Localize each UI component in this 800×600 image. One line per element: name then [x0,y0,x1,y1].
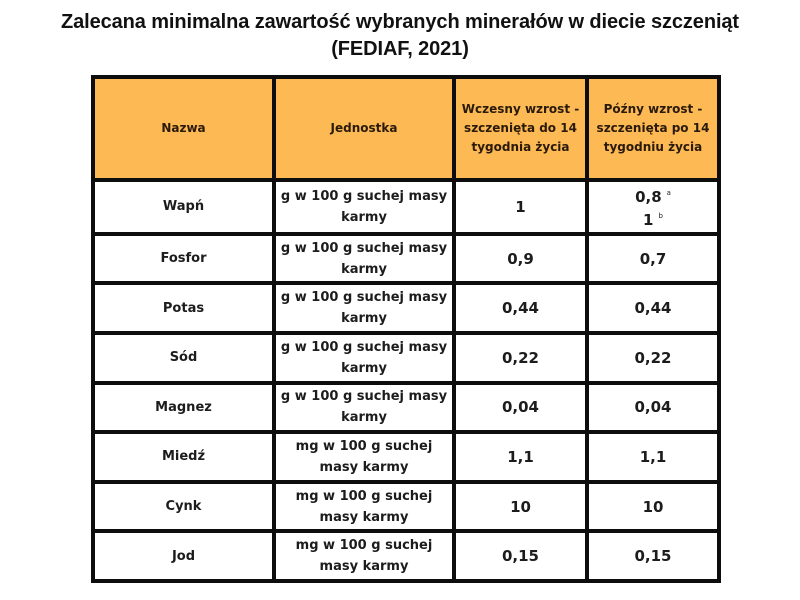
mineral-unit: g w 100 g suchej masy karmy [272,178,456,236]
mineral-name: Fosfor [91,231,276,286]
late-value: 0,15 [585,529,721,583]
table-row: Potas g w 100 g suchej masy karmy 0,44 0… [91,281,721,336]
late-value: 0,7 [585,231,721,286]
mineral-name: Miedź [91,430,276,484]
title-line-1: Zalecana minimalna zawartość wybranych m… [60,11,739,33]
mineral-name: Jod [91,529,276,583]
mineral-name: Potas [91,281,276,336]
table-row: Miedź mg w 100 g suchej masy karmy 1,1 1… [91,430,721,484]
footnote-b: b [658,211,663,220]
mineral-name: Wapń [91,178,276,236]
mineral-name: Cynk [91,479,276,534]
mineral-name: Sód [91,331,276,385]
mineral-unit: g w 100 g suchej masy karmy [272,281,456,336]
table-row: Wapń g w 100 g suchej masy karmy 1 0,8 a … [91,178,721,236]
early-value: 0,15 [452,529,589,583]
table-row: Fosfor g w 100 g suchej masy karmy 0,9 0… [91,231,721,286]
late-value: 0,04 [585,380,721,435]
early-value: 1,1 [452,430,589,484]
mineral-unit: g w 100 g suchej masy karmy [272,380,456,435]
footnote-a: a [666,188,671,197]
mineral-unit: g w 100 g suchej masy karmy [272,231,456,286]
table-body: Wapń g w 100 g suchej masy karmy 1 0,8 a … [91,178,721,583]
table-header: Nazwa Jednostka Wczesny wzrost - szczeni… [91,75,721,182]
title-line-2: (FEDIAF, 2021) [331,38,469,60]
early-value: 0,04 [452,380,589,435]
early-value: 0,9 [452,231,589,286]
mineral-unit: mg w 100 g suchej masy karmy [272,430,456,484]
mineral-unit: g w 100 g suchej masy karmy [272,331,456,385]
early-value: 1 [452,178,589,236]
late-value: 0,44 [585,281,721,336]
early-value: 10 [452,479,589,534]
header-late-growth: Późny wzrost - szczenięta po 14 tygodniu… [585,75,721,182]
table-row: Cynk mg w 100 g suchej masy karmy 10 10 [91,479,721,534]
table-row: Magnez g w 100 g suchej masy karmy 0,04 … [91,380,721,435]
table-row: Sód g w 100 g suchej masy karmy 0,22 0,2… [91,331,721,385]
early-value: 0,44 [452,281,589,336]
late-value: 1,1 [585,430,721,484]
minerals-table: Nazwa Jednostka Wczesny wzrost - szczeni… [91,75,721,583]
late-value: 10 [585,479,721,534]
late-value: 0,8 [635,187,662,206]
mineral-unit: mg w 100 g suchej masy karmy [272,529,456,583]
early-value: 0,22 [452,331,589,385]
mineral-unit: mg w 100 g suchej masy karmy [272,479,456,534]
late-value: 0,22 [585,331,721,385]
late-value-2: 1 [643,210,654,229]
late-value-a: 0,8 a [593,184,713,207]
header-early-growth: Wczesny wzrost - szczenięta do 14 tygodn… [452,75,589,182]
header-name: Nazwa [91,75,276,182]
table-row: Jod mg w 100 g suchej masy karmy 0,15 0,… [91,529,721,583]
mineral-name: Magnez [91,380,276,435]
header-row: Nazwa Jednostka Wczesny wzrost - szczeni… [91,75,721,182]
page-title: Zalecana minimalna zawartość wybranych m… [0,9,800,63]
header-unit: Jednostka [272,75,456,182]
